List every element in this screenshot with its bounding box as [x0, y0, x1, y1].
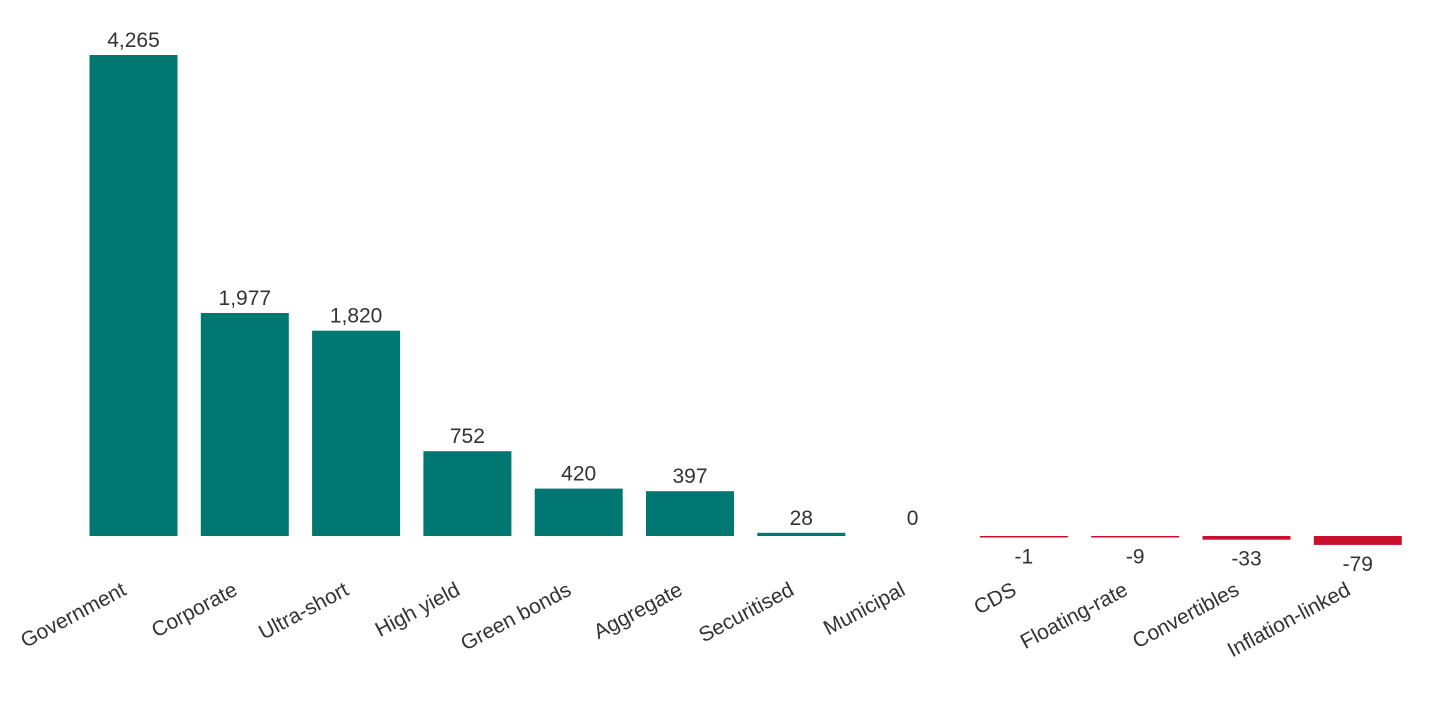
- category-label-government: Government: [17, 578, 130, 653]
- value-label-aggregate: 397: [672, 465, 707, 488]
- value-label-convertibles: -33: [1231, 548, 1261, 571]
- value-label-high-yield: 752: [450, 425, 485, 448]
- category-labels-layer: Government Corporate Ultra-short High yield…: [17, 578, 1354, 662]
- bar-convertibles: [1202, 536, 1291, 540]
- category-label-inflation-linked: Inflation-linked: [1224, 578, 1354, 662]
- value-label-cds: -1: [1015, 546, 1034, 569]
- category-label-municipal: Municipal: [820, 578, 909, 640]
- bar-securitised: [757, 532, 846, 536]
- category-label-ultra-short: Ultra-short: [255, 578, 352, 644]
- bar-cds: [979, 536, 1068, 538]
- bar-aggregate: [646, 491, 734, 536]
- bar-government: [89, 55, 178, 536]
- value-label-securitised: 28: [790, 507, 813, 530]
- bar-ultra-short: [312, 330, 401, 536]
- category-label-floating-rate: Floating-rate: [1017, 578, 1132, 654]
- category-label-securitised: Securitised: [695, 578, 798, 647]
- value-label-inflation-linked: -79: [1343, 553, 1373, 576]
- bar-inflation-linked: [1313, 536, 1402, 545]
- value-labels-layer: 4,265 1,977 1,820 752 420 397 28 0 -1 -9 -33 -79: [107, 29, 1373, 576]
- value-label-corporate: 1,977: [219, 287, 272, 310]
- bar-green-bonds: [534, 488, 623, 536]
- category-label-aggregate: Aggregate: [590, 578, 686, 644]
- bar-high-yield: [423, 451, 512, 536]
- value-label-government: 4,265: [107, 29, 160, 52]
- value-label-municipal: 0: [907, 507, 919, 530]
- category-label-corporate: Corporate: [148, 578, 241, 642]
- bar-floating-rate: [1091, 536, 1180, 538]
- category-label-green-bonds: Green bonds: [457, 578, 575, 655]
- value-label-floating-rate: -9: [1126, 546, 1145, 569]
- category-label-cds: CDS: [970, 578, 1020, 619]
- value-label-green-bonds: 420: [561, 463, 596, 486]
- bars-layer: [89, 55, 1402, 545]
- bar-corporate: [200, 313, 289, 536]
- value-label-ultra-short: 1,820: [330, 305, 383, 328]
- category-label-high-yield: High yield: [372, 578, 464, 642]
